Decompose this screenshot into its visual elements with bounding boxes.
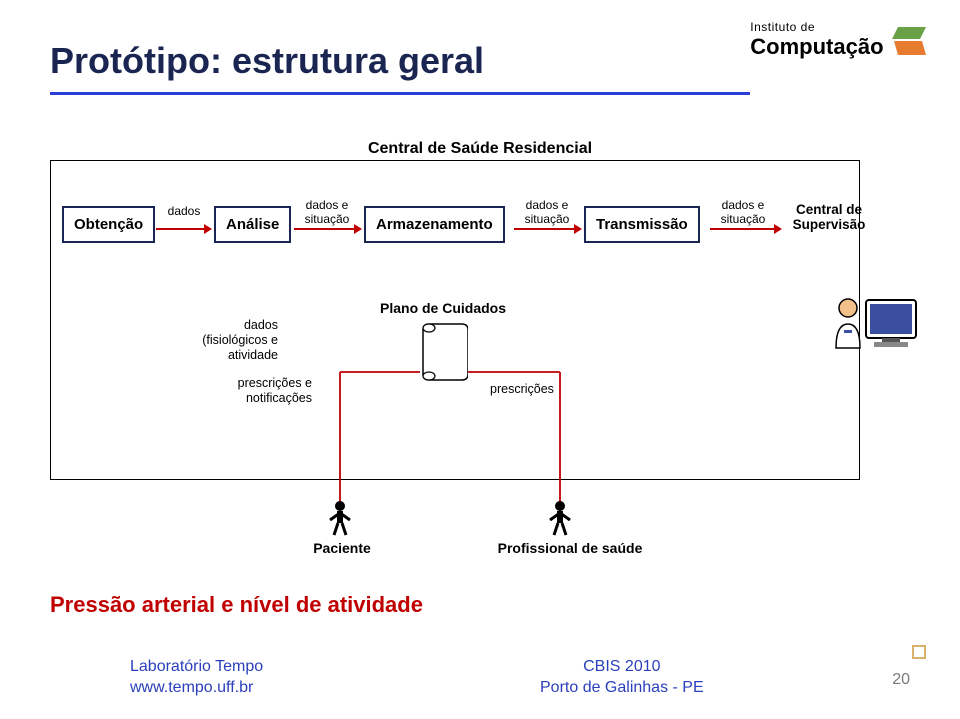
footer-conf: CBIS 2010 [540,656,704,678]
footer-url: www.tempo.uff.br [130,677,263,699]
footer-lab: Laboratório Tempo [130,656,263,678]
logo-comp-text: Computação [750,34,883,60]
corner-square-icon [912,645,926,659]
pipeline: Obtenção dados Análise dados esituação A… [62,198,872,258]
arrow-0 [156,222,212,236]
node-transmissao-label: Transmissão [596,216,688,233]
bottom-red-text: Pressão arterial e nível de atividade [50,592,423,618]
supervisor-icon [830,290,920,370]
slide-title: Protótipo: estrutura geral [50,40,484,82]
node-analise-label: Análise [226,216,279,233]
dados-fisio-label: dados(fisiológicos eatividade [158,318,278,363]
arrow-3 [710,222,782,236]
node-transmissao: Transmissão [584,206,700,243]
plano-label: Plano de Cuidados [380,300,506,316]
prescricoes-label: prescrições [490,382,580,397]
logo-swatch-icon [892,23,928,59]
presc-notif-label: prescrições enotificações [212,376,312,406]
patient-icon [328,500,352,536]
logo-inst-text: Instituto de [750,20,883,34]
scroll-icon [418,322,468,382]
arrow-1 [294,222,362,236]
slide: Protótipo: estrutura geral Instituto de … [0,0,960,719]
title-underline [50,92,750,95]
professional-icon [548,500,572,536]
institute-logo: Instituto de Computação [750,20,928,60]
node-armazenamento-label: Armazenamento [376,216,493,233]
page-number: 20 [892,671,910,689]
patient-label: Paciente [294,540,390,556]
node-armazenamento: Armazenamento [364,206,505,243]
professional-label: Profissional de saúde [480,540,660,556]
central-box-title: Central de Saúde Residencial [368,140,592,158]
footer-right: CBIS 2010 Porto de Galinhas - PE [540,656,704,699]
node-obtencao-label: Obtenção [74,216,143,233]
edge-label-0: dados [158,204,210,218]
footer-loc: Porto de Galinhas - PE [540,677,704,699]
node-obtencao: Obtenção [62,206,155,243]
arrow-2 [514,222,582,236]
footer-left: Laboratório Tempo www.tempo.uff.br [130,656,263,699]
end-label: Central deSupervisão [784,202,874,232]
node-analise: Análise [214,206,291,243]
